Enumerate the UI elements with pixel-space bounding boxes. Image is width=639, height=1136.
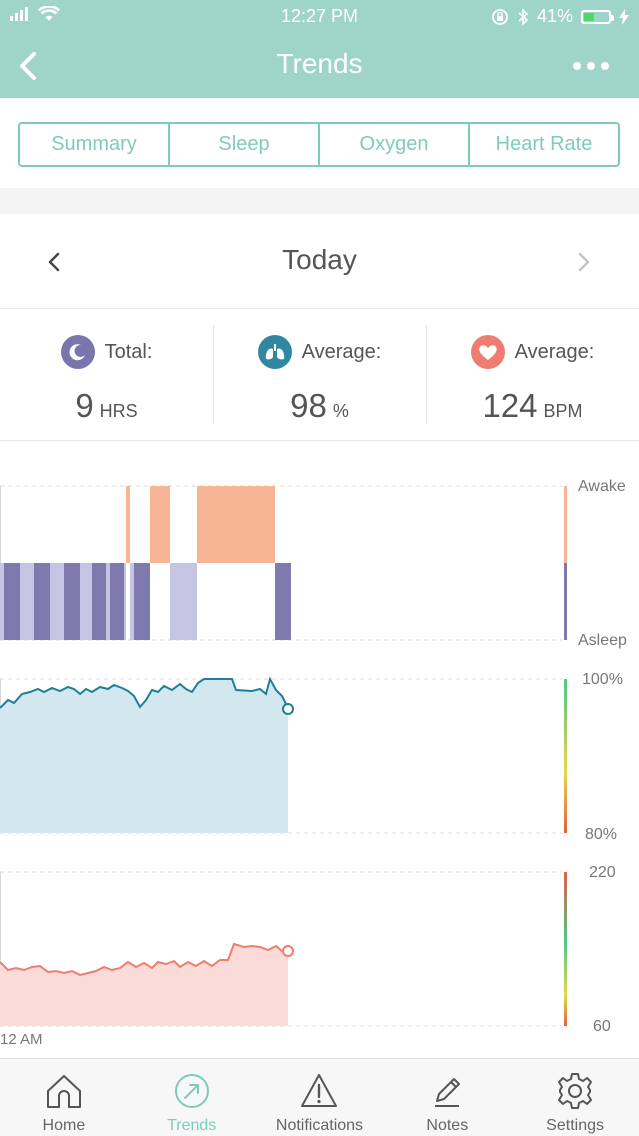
charging-icon xyxy=(619,8,629,25)
heart-rate-line xyxy=(0,942,288,977)
tab-notifications[interactable]: Notifications xyxy=(256,1059,384,1136)
previous-day-button[interactable] xyxy=(42,248,66,276)
stat-header: Average: xyxy=(213,335,426,369)
heart-bottom-label: 60 xyxy=(593,1018,611,1035)
battery-fill xyxy=(584,12,594,21)
stat-header: Average: xyxy=(426,335,639,369)
awake-segment xyxy=(126,486,130,563)
app-header: 12:27 PM 41% Trends xyxy=(0,0,639,98)
status-right: 41% xyxy=(491,6,629,27)
tab-settings[interactable]: Settings xyxy=(511,1059,639,1136)
bluetooth-icon xyxy=(518,7,529,26)
battery-percent: 41% xyxy=(536,6,573,26)
heart-icon xyxy=(470,335,505,369)
segment-summary[interactable]: Summary xyxy=(20,124,170,165)
summary-stats: Total: 9 HRS Average: 98% Average: xyxy=(0,309,639,441)
deep-sleep-segment xyxy=(92,563,106,640)
awake-segment xyxy=(197,486,275,563)
tab-notes[interactable]: Notes xyxy=(383,1059,511,1136)
section-divider xyxy=(0,188,639,214)
stat-unit: BPM xyxy=(543,401,583,421)
awake-segment xyxy=(150,486,170,563)
status-left xyxy=(10,6,60,22)
stat-label: Average: xyxy=(301,340,382,363)
heart-scale-bar xyxy=(564,872,567,1026)
light-sleep-segment xyxy=(170,563,197,640)
stat-value: 98 xyxy=(290,387,327,424)
stat-label: Total: xyxy=(104,340,153,363)
stat-value: 9 xyxy=(75,387,94,424)
stat-sleep-total: Total: 9 HRS xyxy=(0,309,213,440)
more-options-button[interactable] xyxy=(571,56,611,76)
home-icon xyxy=(46,1075,81,1108)
oxygen-scale-bar xyxy=(564,679,567,833)
segment-sleep[interactable]: Sleep xyxy=(170,124,320,165)
stat-value-row: 124 BPM xyxy=(426,387,639,425)
oxygen-top-label: 100% xyxy=(582,671,623,688)
segment-oxygen[interactable]: Oxygen xyxy=(320,124,470,165)
trends-icon xyxy=(174,1074,209,1108)
stat-unit: HRS xyxy=(99,401,138,421)
stat-label: Average: xyxy=(514,340,595,363)
asleep-scale-bar xyxy=(564,563,567,640)
deep-sleep-segment xyxy=(64,563,80,640)
signal-icon xyxy=(10,7,28,21)
time-axis-start-label: 12 AM xyxy=(0,1031,43,1048)
stat-value: 124 xyxy=(482,387,538,424)
gear-icon xyxy=(558,1073,593,1109)
warning-icon xyxy=(301,1074,338,1107)
deep-sleep-segment xyxy=(110,563,124,640)
pencil-icon xyxy=(435,1078,461,1107)
segment-heart-rate[interactable]: Heart Rate xyxy=(495,133,593,155)
tab-bar: Home Trends Notifications Notes Settings xyxy=(0,1058,639,1136)
stat-header: Total: xyxy=(0,335,213,369)
heart-rate-chart xyxy=(0,871,567,1027)
awake-scale-bar xyxy=(564,486,567,563)
heart-rate-area xyxy=(0,944,288,1026)
deep-sleep-segment xyxy=(4,563,20,640)
trend-segments: Summary Sleep Oxygen Heart Rate xyxy=(18,122,620,167)
tab-label: Settings xyxy=(546,1117,604,1134)
deep-sleep-segment xyxy=(134,563,150,640)
sleep-bottom-label: Asleep xyxy=(578,632,627,649)
page-title: Trends xyxy=(276,48,363,79)
heart-rate-latest-point xyxy=(282,945,294,957)
wifi-icon xyxy=(38,6,60,21)
oxygen-chart xyxy=(0,676,567,834)
deep-sleep-segment xyxy=(34,563,50,640)
tab-label: Home xyxy=(42,1117,86,1134)
tab-trends[interactable]: Trends xyxy=(128,1059,256,1136)
next-day-button[interactable] xyxy=(572,248,596,276)
stat-value-row: 98% xyxy=(213,387,426,425)
status-time: 12:27 PM xyxy=(280,6,359,26)
deep-sleep-segment xyxy=(275,563,291,640)
battery-icon xyxy=(581,9,614,24)
orientation-lock-icon xyxy=(492,8,508,25)
oxygen-line xyxy=(0,676,289,709)
sleep-chart xyxy=(0,485,567,641)
oxygen-bottom-label: 80% xyxy=(585,826,618,843)
sleep-top-label: Awake xyxy=(578,478,626,495)
stat-heart-average: Average: 124 BPM xyxy=(426,309,639,440)
moon-icon xyxy=(60,335,95,369)
date-label: Today xyxy=(282,244,357,275)
oxygen-area xyxy=(0,679,288,833)
back-button[interactable] xyxy=(14,48,46,84)
tab-label: Notifications xyxy=(275,1117,364,1134)
status-bar: 12:27 PM 41% xyxy=(0,0,639,32)
stat-oxygen-average: Average: 98% xyxy=(213,309,426,440)
tab-label: Trends xyxy=(167,1117,217,1134)
heart-top-label: 220 xyxy=(589,864,616,881)
light-sleep-segment xyxy=(130,563,134,640)
lungs-icon xyxy=(257,335,292,369)
stat-unit: % xyxy=(332,401,349,421)
tab-home[interactable]: Home xyxy=(0,1059,128,1136)
tab-label: Notes xyxy=(426,1117,469,1134)
stat-value-row: 9 HRS xyxy=(0,387,213,425)
date-navigator: Today xyxy=(0,214,639,309)
oxygen-latest-point xyxy=(282,703,294,715)
